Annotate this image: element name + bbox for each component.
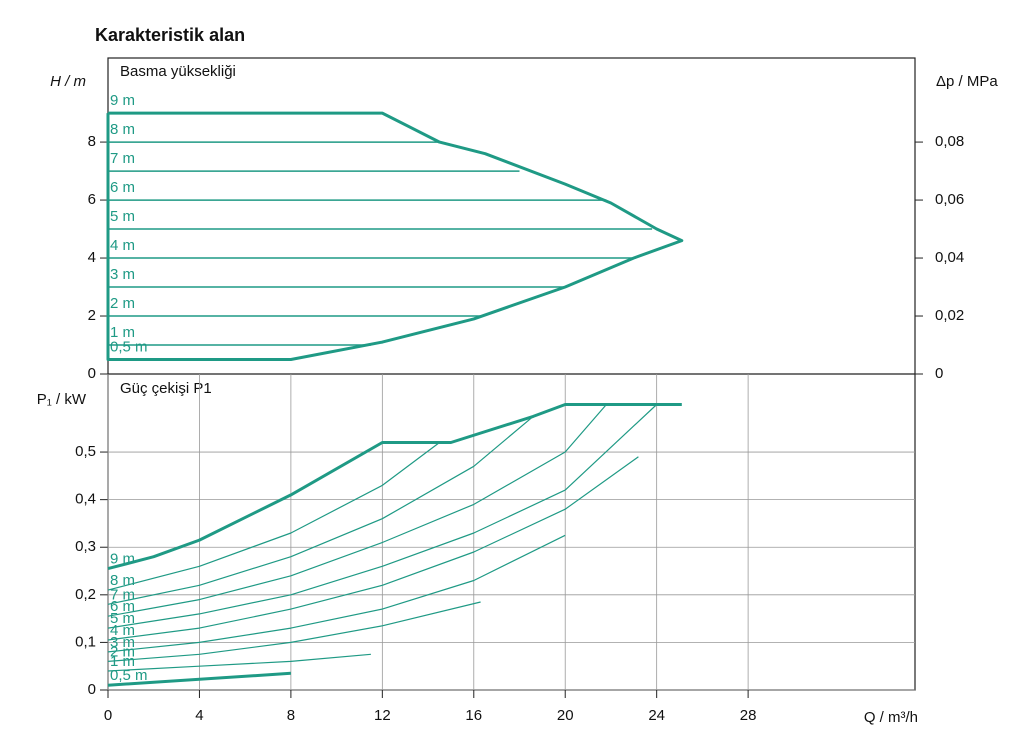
curve [107, 671, 291, 687]
y2-tick-label: 0,04 [935, 249, 964, 266]
curve-label: 7 m [110, 150, 135, 167]
panel-title: Basma yüksekliği [120, 63, 236, 80]
curve-label: 5 m [110, 610, 135, 627]
curve-label: 7 m [110, 586, 135, 603]
y-axis-label: H / m [50, 73, 86, 90]
x-tick-label: 4 [195, 707, 203, 724]
curve [107, 534, 566, 653]
x-tick-label: 0 [104, 707, 112, 724]
x-tick-label: 28 [740, 707, 757, 724]
y-tick-label: 0,2 [75, 586, 96, 603]
x-tick-label: 8 [287, 707, 295, 724]
y2-tick-label: 0,06 [935, 191, 964, 208]
curve [107, 404, 607, 617]
curve [107, 415, 534, 605]
curve-label: 2 m [110, 295, 135, 312]
x-tick-label: 20 [557, 707, 574, 724]
curve [107, 403, 682, 571]
curve-label: 2 m [110, 643, 135, 660]
y-tick-label: 6 [88, 191, 96, 208]
curve-label: 9 m [110, 92, 135, 109]
curve [106, 111, 684, 361]
x-tick-label: 12 [374, 707, 391, 724]
curve-label: 9 m [110, 551, 135, 568]
curve-label: 5 m [110, 208, 135, 225]
curve-label: 0,5 m [110, 338, 148, 355]
x-axis-label: Q / m³/h [864, 709, 918, 726]
page-heading: Karakteristik alan [95, 25, 245, 45]
y-tick-label: 0,3 [75, 538, 96, 555]
y-axis-label: P₁ / kW [37, 391, 87, 408]
curve [107, 601, 481, 662]
curve-label: 6 m [110, 179, 135, 196]
curve [107, 404, 658, 629]
curve-label: 0,5 m [110, 667, 148, 684]
y2-tick-label: 0 [935, 365, 943, 382]
curve-label: 3 m [110, 266, 135, 283]
curve-label: 4 m [110, 622, 135, 639]
curve-label: 8 m [110, 121, 135, 138]
curve-label: 8 m [110, 572, 135, 589]
y-tick-label: 2 [88, 307, 96, 324]
curve-label: 1 m [110, 324, 135, 341]
y-tick-label: 0 [88, 681, 96, 698]
x-tick-label: 16 [465, 707, 482, 724]
y-tick-label: 0,4 [75, 491, 96, 508]
y2-axis-label: Δp / MPa [936, 73, 998, 90]
curve-label: 4 m [110, 237, 135, 254]
y-tick-label: 4 [88, 249, 96, 266]
panel-title: Güç çekişi P1 [120, 380, 212, 397]
curve-label: 3 m [110, 634, 135, 651]
curve-label: 1 m [110, 653, 135, 670]
curve [107, 653, 371, 672]
y-tick-label: 8 [88, 133, 96, 150]
y2-tick-label: 0,02 [935, 307, 964, 324]
y-tick-label: 0,5 [75, 443, 96, 460]
curve [107, 456, 639, 641]
x-tick-label: 24 [648, 707, 665, 724]
y-tick-label: 0,1 [75, 633, 96, 650]
y2-tick-label: 0,08 [935, 133, 964, 150]
curve-label: 6 m [110, 598, 135, 615]
y-tick-label: 0 [88, 365, 96, 382]
curve [107, 442, 440, 591]
